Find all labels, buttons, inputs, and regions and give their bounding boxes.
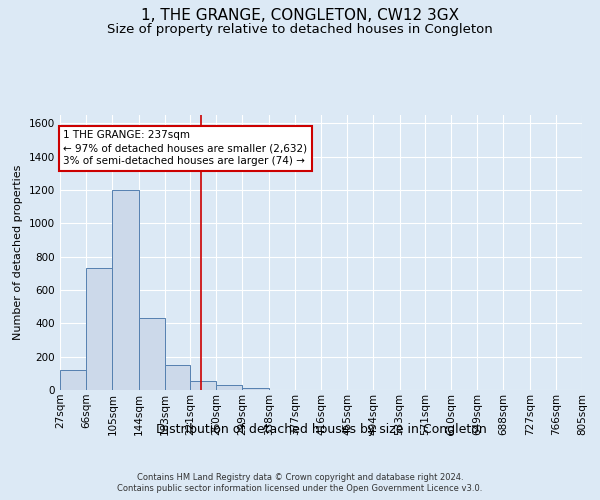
Text: 1 THE GRANGE: 237sqm
← 97% of detached houses are smaller (2,632)
3% of semi-det: 1 THE GRANGE: 237sqm ← 97% of detached h…	[64, 130, 307, 166]
Text: Distribution of detached houses by size in Congleton: Distribution of detached houses by size …	[155, 422, 487, 436]
Bar	[86, 268, 112, 390]
Text: Contains HM Land Registry data © Crown copyright and database right 2024.: Contains HM Land Registry data © Crown c…	[137, 472, 463, 482]
Bar	[60, 370, 86, 390]
Text: 1, THE GRANGE, CONGLETON, CW12 3GX: 1, THE GRANGE, CONGLETON, CW12 3GX	[141, 8, 459, 22]
Bar	[217, 384, 242, 390]
Y-axis label: Number of detached properties: Number of detached properties	[13, 165, 23, 340]
Text: Contains public sector information licensed under the Open Government Licence v3: Contains public sector information licen…	[118, 484, 482, 493]
Bar	[190, 381, 217, 390]
Text: Size of property relative to detached houses in Congleton: Size of property relative to detached ho…	[107, 22, 493, 36]
Bar	[242, 388, 269, 390]
Bar	[139, 318, 164, 390]
Bar	[164, 365, 190, 390]
Bar	[112, 190, 139, 390]
